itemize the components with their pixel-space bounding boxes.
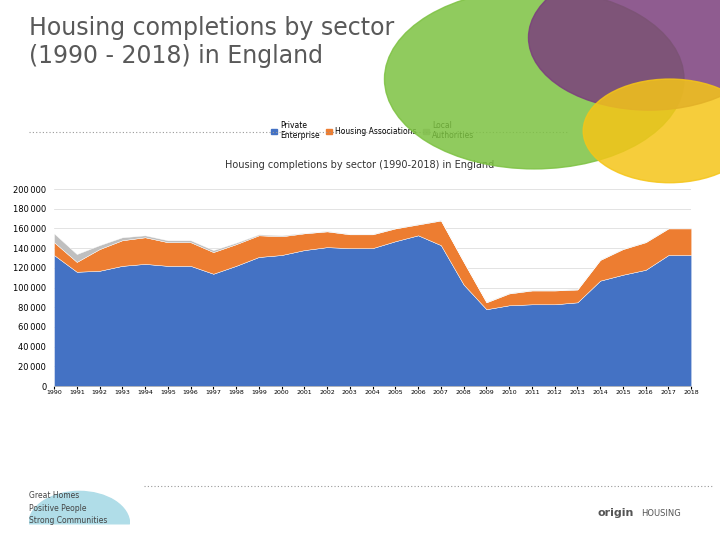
Wedge shape [29, 491, 130, 524]
Circle shape [583, 79, 720, 183]
Legend: Private
Enterprise, Housing Associations, Local
Authorities: Private Enterprise, Housing Associations… [268, 118, 477, 144]
Circle shape [528, 0, 720, 110]
Text: HOUSING: HOUSING [641, 509, 680, 518]
Text: Housing completions by sector (1990-2018) in England: Housing completions by sector (1990-2018… [225, 160, 495, 170]
Text: Housing completions by sector
(1990 - 2018) in England: Housing completions by sector (1990 - 20… [29, 16, 394, 68]
Text: Great Homes
Positive People
Strong Communities: Great Homes Positive People Strong Commu… [29, 491, 107, 525]
Circle shape [384, 0, 684, 169]
Text: origin: origin [597, 508, 634, 518]
